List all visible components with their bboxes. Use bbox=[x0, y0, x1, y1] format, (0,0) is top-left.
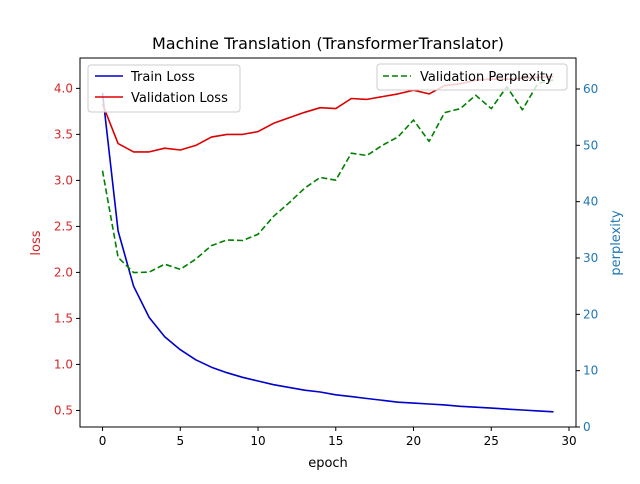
y-left-tick-label-0-5: 0.5 bbox=[54, 403, 73, 417]
y-left-tick-label-1-5: 1.5 bbox=[54, 311, 73, 325]
y-left-tick-label-1: 1.0 bbox=[54, 357, 73, 371]
x-axis-label: epoch bbox=[308, 456, 348, 471]
legend-right-box bbox=[376, 63, 568, 91]
y-left-tick-label-2-5: 2.5 bbox=[54, 219, 73, 233]
y-axis-right-label: perplexity bbox=[609, 210, 624, 276]
chart-title: Machine Translation (TransformerTranslat… bbox=[152, 34, 504, 53]
y-right-tick-label-0: 0 bbox=[583, 420, 591, 434]
x-tick-label-25: 25 bbox=[484, 434, 499, 448]
legend-label-train-loss: Train Loss bbox=[130, 70, 195, 85]
legend-label-validation-loss: Validation Loss bbox=[131, 91, 228, 106]
y-right-tick-label-20: 20 bbox=[583, 307, 598, 321]
ticks-layer: 0 5 10 15 20 25 30 0.5 1.0 1.5 2.0 2.5 3.0 3.5 4.0 0 10 2… bbox=[54, 81, 598, 448]
y-right-tick-label-40: 40 bbox=[583, 195, 598, 209]
y-left-tick-label-4: 4.0 bbox=[54, 81, 73, 95]
x-tick-label-0: 0 bbox=[99, 434, 107, 448]
y-right-tick-label-10: 10 bbox=[583, 364, 598, 378]
y-left-tick-label-2: 2.0 bbox=[54, 265, 73, 279]
plot-frame bbox=[79, 57, 577, 428]
series-line-train-loss bbox=[101, 92, 554, 413]
series-line-validation-perplexity bbox=[101, 79, 554, 274]
x-tick-label-15: 15 bbox=[328, 434, 343, 448]
y-right-tick-label-30: 30 bbox=[583, 251, 598, 265]
y-left-tick-label-3-5: 3.5 bbox=[54, 127, 73, 141]
x-tick-label-5: 5 bbox=[176, 434, 184, 448]
legend-left: Train Loss Validation Loss bbox=[87, 64, 241, 113]
y-right-tick-label-60: 60 bbox=[583, 82, 598, 96]
y-right-tick-label-50: 50 bbox=[583, 138, 598, 152]
y-left-tick-label-3: 3.0 bbox=[54, 173, 73, 187]
x-tick-label-10: 10 bbox=[250, 434, 265, 448]
x-tick-label-30: 30 bbox=[561, 434, 576, 448]
legend-right: Validation Perplexity bbox=[376, 63, 568, 91]
x-tick-label-20: 20 bbox=[406, 434, 421, 448]
legend-label-validation-perplexity: Validation Perplexity bbox=[420, 70, 553, 85]
y-axis-left-label: loss bbox=[29, 230, 44, 255]
legend-left-box bbox=[87, 64, 241, 113]
